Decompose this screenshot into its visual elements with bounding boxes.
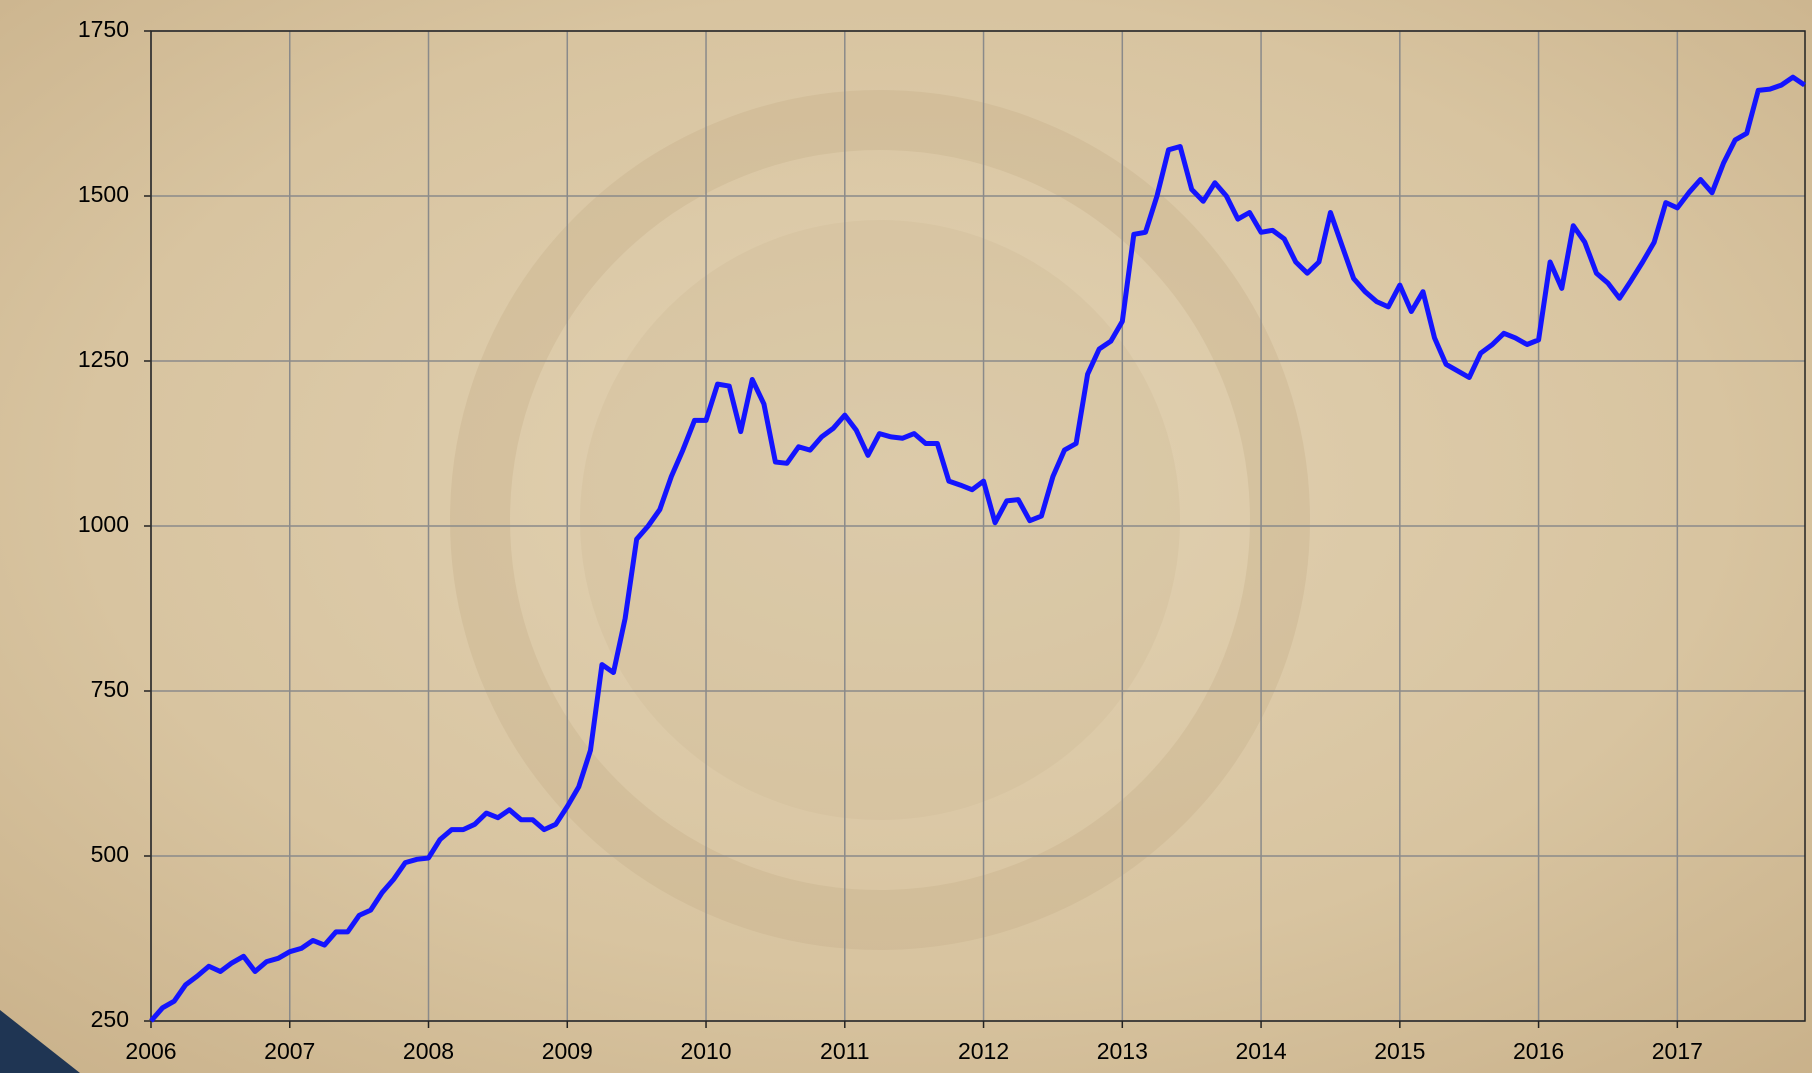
x-tick-label: 2007 bbox=[264, 1038, 315, 1064]
x-tick-label: 2011 bbox=[820, 1038, 869, 1064]
x-tick-label: 2010 bbox=[680, 1038, 731, 1064]
y-tick-label: 1500 bbox=[78, 181, 129, 207]
data-line bbox=[149, 74, 1806, 1023]
y-tick-label: 1750 bbox=[78, 16, 129, 42]
decor bbox=[450, 90, 1310, 950]
x-tick-label: 2008 bbox=[403, 1038, 454, 1064]
x-tick-label: 2012 bbox=[958, 1038, 1009, 1064]
decor bbox=[580, 220, 1180, 820]
x-tick-label: 2009 bbox=[542, 1038, 593, 1064]
x-tick-label: 2006 bbox=[125, 1038, 176, 1064]
decor bbox=[0, 1010, 80, 1073]
x-tick-label: 2017 bbox=[1652, 1038, 1703, 1064]
x-tick-label: 2015 bbox=[1374, 1038, 1425, 1064]
y-tick-label: 250 bbox=[91, 1006, 129, 1032]
y-tick-label: 500 bbox=[91, 841, 129, 867]
plot bbox=[149, 74, 1806, 1023]
x-tick-label: 2013 bbox=[1097, 1038, 1148, 1064]
y-tick-label: 1000 bbox=[78, 511, 129, 537]
x-tick-label: 2016 bbox=[1513, 1038, 1564, 1064]
y-tick-label: 750 bbox=[91, 676, 129, 702]
x-tick-label: 2014 bbox=[1235, 1038, 1286, 1064]
plot-frame bbox=[150, 30, 1806, 1022]
y-tick-label: 1250 bbox=[78, 346, 129, 372]
